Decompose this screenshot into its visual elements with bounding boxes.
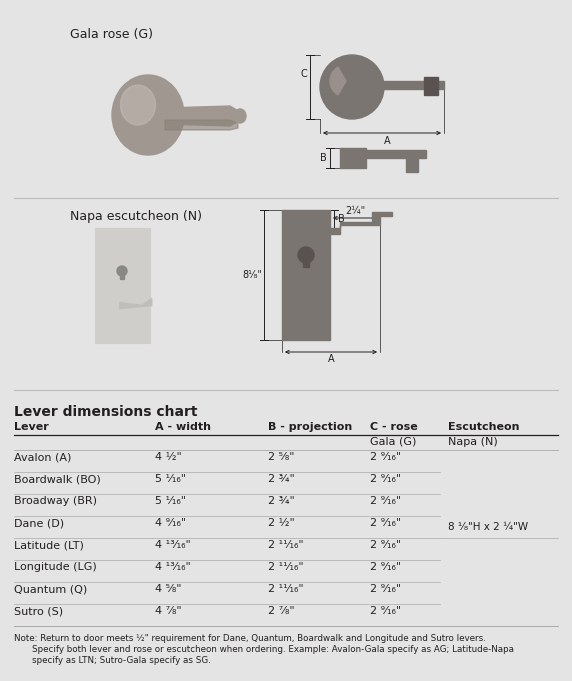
Text: 4 ¹³⁄₁₆": 4 ¹³⁄₁₆"	[155, 562, 190, 572]
Text: Dane (D): Dane (D)	[14, 518, 64, 528]
Bar	[424, 77, 438, 95]
Text: 8 ¹⁄₈"H x 2 ¼"W: 8 ¹⁄₈"H x 2 ¼"W	[448, 522, 528, 532]
Text: A: A	[384, 136, 390, 146]
Bar	[303, 255, 309, 267]
Text: 4 ⁷⁄₈": 4 ⁷⁄₈"	[155, 606, 182, 616]
Text: 2 ⁹⁄₁₆": 2 ⁹⁄₁₆"	[370, 606, 401, 616]
Text: 2 ⁹⁄₁₆": 2 ⁹⁄₁₆"	[370, 452, 401, 462]
Text: 5 ¹⁄₁₆": 5 ¹⁄₁₆"	[155, 496, 186, 506]
Circle shape	[320, 55, 384, 119]
Ellipse shape	[234, 109, 246, 123]
Text: 4 ½": 4 ½"	[155, 452, 182, 462]
Bar	[120, 271, 124, 279]
Text: Note: Return to door meets ½" requirement for Dane, Quantum, Boardwalk and Longi: Note: Return to door meets ½" requiremen…	[14, 634, 486, 643]
Text: 2 ⁵⁄₈": 2 ⁵⁄₈"	[268, 452, 295, 462]
Polygon shape	[378, 81, 444, 89]
Text: 2 ¹¹⁄₁₆": 2 ¹¹⁄₁₆"	[268, 540, 304, 550]
Text: 5 ¹⁄₁₆": 5 ¹⁄₁₆"	[155, 474, 186, 484]
Text: 2 ¹¹⁄₁₆": 2 ¹¹⁄₁₆"	[268, 584, 304, 594]
Text: 2 ¹¹⁄₁₆": 2 ¹¹⁄₁₆"	[268, 562, 304, 572]
Text: 2 ⁹⁄₁₆": 2 ⁹⁄₁₆"	[370, 562, 401, 572]
Bar	[282, 210, 330, 340]
Text: 2 ⁹⁄₁₆": 2 ⁹⁄₁₆"	[370, 518, 401, 528]
Text: 2 ⁷⁄₈": 2 ⁷⁄₈"	[268, 606, 295, 616]
Text: 2 ¾": 2 ¾"	[268, 474, 295, 484]
Wedge shape	[330, 67, 346, 95]
Text: B: B	[338, 214, 345, 224]
Circle shape	[117, 266, 127, 276]
Text: Gala (G): Gala (G)	[370, 437, 416, 447]
Polygon shape	[120, 298, 152, 308]
Bar	[95, 228, 150, 343]
Text: Longitude (LG): Longitude (LG)	[14, 562, 97, 572]
Text: Napa (N): Napa (N)	[448, 437, 498, 447]
Text: Broadway (BR): Broadway (BR)	[14, 496, 97, 506]
Circle shape	[298, 247, 314, 263]
Ellipse shape	[112, 75, 184, 155]
Text: 4 ⁵⁄₈": 4 ⁵⁄₈"	[155, 584, 181, 594]
Text: 2¼": 2¼"	[345, 206, 365, 216]
Polygon shape	[165, 106, 240, 126]
Text: Lever dimensions chart: Lever dimensions chart	[14, 405, 197, 419]
Text: 2 ⁹⁄₁₆": 2 ⁹⁄₁₆"	[370, 496, 401, 506]
Ellipse shape	[121, 85, 156, 125]
Text: 2 ⁹⁄₁₆": 2 ⁹⁄₁₆"	[370, 584, 401, 594]
Text: 2 ½": 2 ½"	[268, 518, 295, 528]
Polygon shape	[366, 150, 426, 172]
Text: A: A	[328, 354, 334, 364]
Text: 2 ⁹⁄₁₆": 2 ⁹⁄₁₆"	[370, 474, 401, 484]
Text: specify as LTN; Sutro-Gala specify as SG.: specify as LTN; Sutro-Gala specify as SG…	[32, 656, 210, 665]
Text: Napa escutcheon (N): Napa escutcheon (N)	[70, 210, 202, 223]
Text: B - projection: B - projection	[268, 422, 352, 432]
Text: Boardwalk (BO): Boardwalk (BO)	[14, 474, 101, 484]
Polygon shape	[165, 120, 238, 130]
Text: C - rose: C - rose	[370, 422, 418, 432]
Text: Sutro (S): Sutro (S)	[14, 606, 63, 616]
Text: 2 ⁹⁄₁₆": 2 ⁹⁄₁₆"	[370, 540, 401, 550]
Bar	[340, 148, 366, 168]
Text: A - width: A - width	[155, 422, 211, 432]
Text: Quantum (Q): Quantum (Q)	[14, 584, 88, 594]
Text: Escutcheon: Escutcheon	[448, 422, 519, 432]
Text: Specify both lever and rose or escutcheon when ordering. Example: Avalon-Gala sp: Specify both lever and rose or escutcheo…	[32, 645, 514, 654]
Text: 8¹⁄₈": 8¹⁄₈"	[242, 270, 262, 280]
Text: C: C	[300, 69, 307, 79]
Text: 4 ¹³⁄₁₆": 4 ¹³⁄₁₆"	[155, 540, 190, 550]
Text: B: B	[320, 153, 327, 163]
Text: Avalon (A): Avalon (A)	[14, 452, 72, 462]
Text: 4 ⁹⁄₁₆": 4 ⁹⁄₁₆"	[155, 518, 186, 528]
Text: Gala rose (G): Gala rose (G)	[70, 28, 153, 41]
Text: Latitude (LT): Latitude (LT)	[14, 540, 84, 550]
Text: 2 ¾": 2 ¾"	[268, 496, 295, 506]
Text: Lever: Lever	[14, 422, 49, 432]
Polygon shape	[330, 212, 392, 234]
